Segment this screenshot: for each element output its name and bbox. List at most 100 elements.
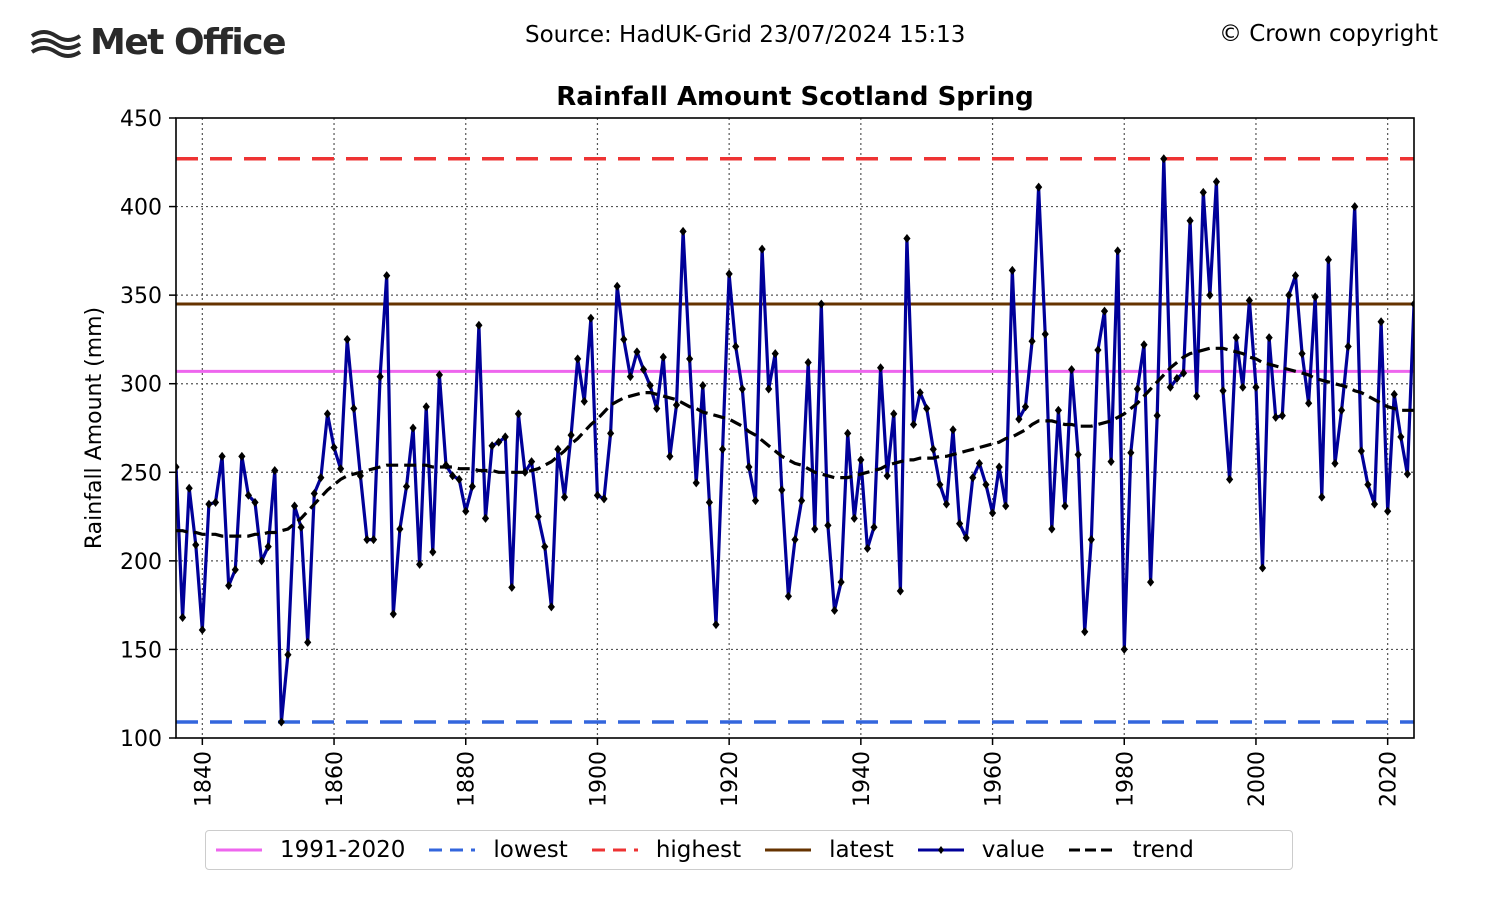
value-point	[462, 506, 470, 516]
value-point	[1272, 412, 1280, 422]
value-point	[231, 565, 239, 575]
value-point	[587, 313, 595, 323]
value-point	[666, 451, 674, 461]
logo-text: Met Office	[90, 22, 287, 63]
value-point	[475, 320, 483, 330]
value-point	[870, 522, 878, 532]
waves-icon	[30, 29, 82, 58]
value-point	[620, 334, 628, 344]
value-point	[765, 384, 773, 394]
value-point	[501, 432, 509, 442]
value-point	[1081, 627, 1089, 637]
legend-item-lowest: lowest	[429, 837, 568, 863]
value-point	[297, 522, 305, 532]
value-point	[1232, 333, 1240, 343]
value-point	[330, 443, 338, 452]
value-point	[1127, 448, 1135, 458]
value-point	[1344, 342, 1352, 351]
value-point	[883, 471, 891, 481]
value-point	[284, 650, 292, 660]
value-point	[541, 542, 549, 552]
value-point	[982, 480, 990, 490]
value-point	[1067, 365, 1076, 375]
trend-series-line	[176, 346, 1414, 538]
legend-item-trend: trend	[1068, 837, 1194, 863]
value-point	[1147, 577, 1155, 587]
value-point	[198, 625, 206, 635]
value-point	[817, 299, 825, 309]
value-point	[310, 489, 318, 499]
value-point	[1173, 373, 1181, 383]
value-point	[304, 637, 312, 647]
value-point	[639, 365, 648, 375]
value-point	[626, 372, 634, 382]
value-point	[376, 372, 384, 382]
value-point	[857, 455, 865, 465]
value-point	[811, 524, 819, 534]
value-point	[396, 524, 404, 534]
y-tick-label: 450	[120, 107, 162, 132]
value-point	[481, 513, 490, 523]
value-point	[1258, 563, 1267, 573]
value-point	[455, 474, 463, 484]
value-point	[409, 423, 417, 433]
value-point	[244, 490, 253, 500]
value-point	[633, 347, 641, 357]
value-point	[1015, 414, 1023, 424]
value-point	[1384, 506, 1392, 516]
value-point	[1100, 306, 1109, 316]
value-point	[1074, 450, 1082, 460]
value-point	[659, 352, 667, 362]
value-point	[975, 458, 983, 468]
y-tick-label: 400	[120, 196, 162, 221]
value-point	[705, 497, 713, 507]
value-point	[1311, 292, 1319, 302]
value-point	[534, 512, 542, 522]
value-point	[1021, 402, 1030, 412]
legend-item-highest: highest	[591, 837, 742, 863]
chart-title: Rainfall Amount Scotland Spring	[556, 82, 1034, 112]
value-point	[699, 381, 707, 390]
value-point	[389, 609, 397, 619]
value-point	[574, 354, 582, 364]
value-point	[1094, 345, 1102, 355]
y-tick-label: 150	[120, 638, 162, 663]
value-point	[554, 444, 562, 454]
x-tick-label: 1880	[455, 751, 480, 807]
value-point	[1377, 317, 1385, 327]
value-point	[1403, 469, 1411, 479]
value-point	[798, 496, 806, 506]
value-point	[508, 582, 516, 592]
value-point	[1410, 299, 1414, 309]
legend-item-value: value	[917, 837, 1045, 863]
value-point	[850, 513, 858, 523]
value-point	[1245, 295, 1253, 305]
value-point	[1186, 216, 1194, 226]
chart-legend: 1991-2020 lowest highest latest value trend	[205, 830, 1293, 870]
value-point	[1061, 501, 1069, 511]
value-point	[495, 437, 503, 447]
value-point	[969, 473, 977, 483]
value-point	[1226, 474, 1234, 484]
value-point	[936, 480, 944, 490]
value-point	[514, 409, 523, 419]
value-point	[383, 271, 391, 281]
value-point	[751, 496, 760, 506]
value-point	[185, 483, 193, 493]
y-tick-label: 350	[120, 284, 162, 309]
value-point	[1219, 386, 1227, 396]
legend-swatch	[591, 848, 638, 852]
value-point	[317, 473, 325, 483]
value-point	[1305, 398, 1313, 408]
value-point	[692, 478, 700, 488]
value-point	[758, 244, 766, 254]
value-point	[1252, 382, 1260, 392]
value-point	[923, 404, 931, 413]
legend-swatch	[1068, 848, 1115, 852]
value-point	[422, 402, 430, 412]
value-point	[1318, 492, 1326, 502]
value-point	[363, 535, 371, 545]
value-point	[402, 481, 411, 491]
legend-label: highest	[655, 837, 742, 863]
value-point	[653, 404, 661, 413]
